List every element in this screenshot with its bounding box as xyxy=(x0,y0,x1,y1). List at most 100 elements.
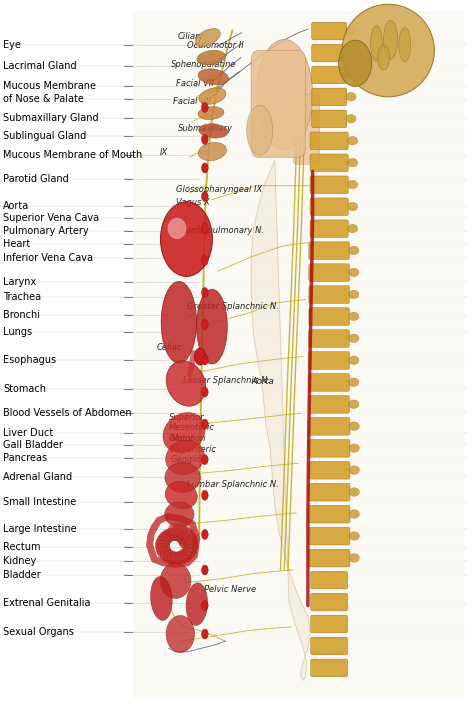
Ellipse shape xyxy=(178,533,192,546)
FancyBboxPatch shape xyxy=(310,154,348,172)
Ellipse shape xyxy=(346,71,356,79)
Text: Celiac: Celiac xyxy=(156,344,182,352)
Text: Superior Vena Cava: Superior Vena Cava xyxy=(3,213,99,223)
Ellipse shape xyxy=(346,115,356,123)
Ellipse shape xyxy=(349,510,359,518)
Ellipse shape xyxy=(338,40,372,86)
FancyBboxPatch shape xyxy=(309,461,350,479)
Circle shape xyxy=(201,491,208,501)
FancyBboxPatch shape xyxy=(309,352,349,369)
Text: Kidney: Kidney xyxy=(3,555,36,565)
Ellipse shape xyxy=(158,546,172,559)
FancyBboxPatch shape xyxy=(309,483,350,501)
Text: Cardiopulmonary N.: Cardiopulmonary N. xyxy=(180,226,264,235)
Circle shape xyxy=(201,255,208,265)
Ellipse shape xyxy=(199,88,226,104)
Ellipse shape xyxy=(348,334,359,343)
FancyBboxPatch shape xyxy=(309,528,350,545)
Circle shape xyxy=(201,163,208,173)
Ellipse shape xyxy=(179,536,193,549)
Ellipse shape xyxy=(349,532,359,540)
Text: Trachea: Trachea xyxy=(3,292,41,302)
Circle shape xyxy=(201,135,208,145)
FancyBboxPatch shape xyxy=(310,132,348,150)
Ellipse shape xyxy=(159,531,173,544)
Ellipse shape xyxy=(349,554,359,563)
Text: Submaxillary: Submaxillary xyxy=(178,124,233,133)
Ellipse shape xyxy=(161,282,197,363)
Text: Aorta: Aorta xyxy=(251,377,274,386)
FancyBboxPatch shape xyxy=(311,593,347,611)
Ellipse shape xyxy=(163,413,205,453)
FancyBboxPatch shape xyxy=(310,220,348,237)
Circle shape xyxy=(201,287,208,297)
Ellipse shape xyxy=(197,51,225,65)
Ellipse shape xyxy=(347,158,358,167)
Ellipse shape xyxy=(176,531,191,544)
Text: Liver Duct: Liver Duct xyxy=(3,428,53,438)
Ellipse shape xyxy=(383,20,398,59)
Text: Bladder: Bladder xyxy=(3,570,41,580)
Text: Large Intestine: Large Intestine xyxy=(3,524,77,534)
Text: Bronchi: Bronchi xyxy=(3,310,40,320)
Ellipse shape xyxy=(182,532,197,545)
Ellipse shape xyxy=(168,528,182,540)
Text: Facial VII: Facial VII xyxy=(175,79,213,88)
Ellipse shape xyxy=(347,136,358,145)
Text: Parotid Gland: Parotid Gland xyxy=(3,173,69,183)
Ellipse shape xyxy=(178,549,192,562)
Ellipse shape xyxy=(155,540,170,553)
FancyBboxPatch shape xyxy=(309,286,349,303)
Text: Pelvic Nerve: Pelvic Nerve xyxy=(204,585,256,594)
Circle shape xyxy=(201,387,208,397)
Bar xyxy=(133,11,464,698)
FancyBboxPatch shape xyxy=(309,396,349,414)
Ellipse shape xyxy=(156,543,170,556)
Ellipse shape xyxy=(177,525,191,538)
Ellipse shape xyxy=(164,528,179,541)
Text: Sublingual Gland: Sublingual Gland xyxy=(3,131,86,141)
Circle shape xyxy=(201,355,208,365)
FancyBboxPatch shape xyxy=(309,308,349,325)
Ellipse shape xyxy=(157,534,171,547)
Text: Sphenopalatine: Sphenopalatine xyxy=(171,60,237,69)
FancyBboxPatch shape xyxy=(312,110,346,128)
Text: Larynx: Larynx xyxy=(3,277,36,287)
Ellipse shape xyxy=(184,540,198,553)
FancyBboxPatch shape xyxy=(309,418,350,435)
FancyBboxPatch shape xyxy=(309,264,349,282)
Circle shape xyxy=(201,223,208,233)
FancyBboxPatch shape xyxy=(309,374,349,391)
Ellipse shape xyxy=(164,502,194,527)
Circle shape xyxy=(201,455,208,465)
Text: Pancreas: Pancreas xyxy=(3,453,47,463)
Ellipse shape xyxy=(349,466,359,474)
Text: Lungs: Lungs xyxy=(3,327,32,337)
Ellipse shape xyxy=(180,528,194,541)
Ellipse shape xyxy=(349,422,359,431)
Ellipse shape xyxy=(173,524,187,537)
Ellipse shape xyxy=(162,529,176,542)
Ellipse shape xyxy=(348,378,359,386)
Circle shape xyxy=(201,419,208,429)
Ellipse shape xyxy=(167,552,181,565)
Text: Vagus X: Vagus X xyxy=(175,198,210,207)
Ellipse shape xyxy=(347,180,358,189)
Text: Motor
Mesenteric
Ganglion: Motor Mesenteric Ganglion xyxy=(171,434,217,464)
Ellipse shape xyxy=(166,441,204,475)
Text: Greater Splanchnic N.: Greater Splanchnic N. xyxy=(187,302,279,311)
Circle shape xyxy=(201,319,208,329)
Text: Ciliary: Ciliary xyxy=(178,32,205,41)
Ellipse shape xyxy=(168,523,182,536)
Text: Aorta: Aorta xyxy=(3,200,29,210)
Ellipse shape xyxy=(348,312,359,321)
Text: of Nose & Palate: of Nose & Palate xyxy=(3,94,84,104)
Text: Stomach: Stomach xyxy=(3,384,46,394)
Ellipse shape xyxy=(371,26,383,61)
FancyBboxPatch shape xyxy=(309,549,350,567)
Ellipse shape xyxy=(167,217,186,239)
Text: Glossopharyngeal IX: Glossopharyngeal IX xyxy=(175,185,262,194)
Ellipse shape xyxy=(197,289,228,364)
Text: Extrenal Genitalia: Extrenal Genitalia xyxy=(3,598,91,608)
Ellipse shape xyxy=(349,444,359,453)
